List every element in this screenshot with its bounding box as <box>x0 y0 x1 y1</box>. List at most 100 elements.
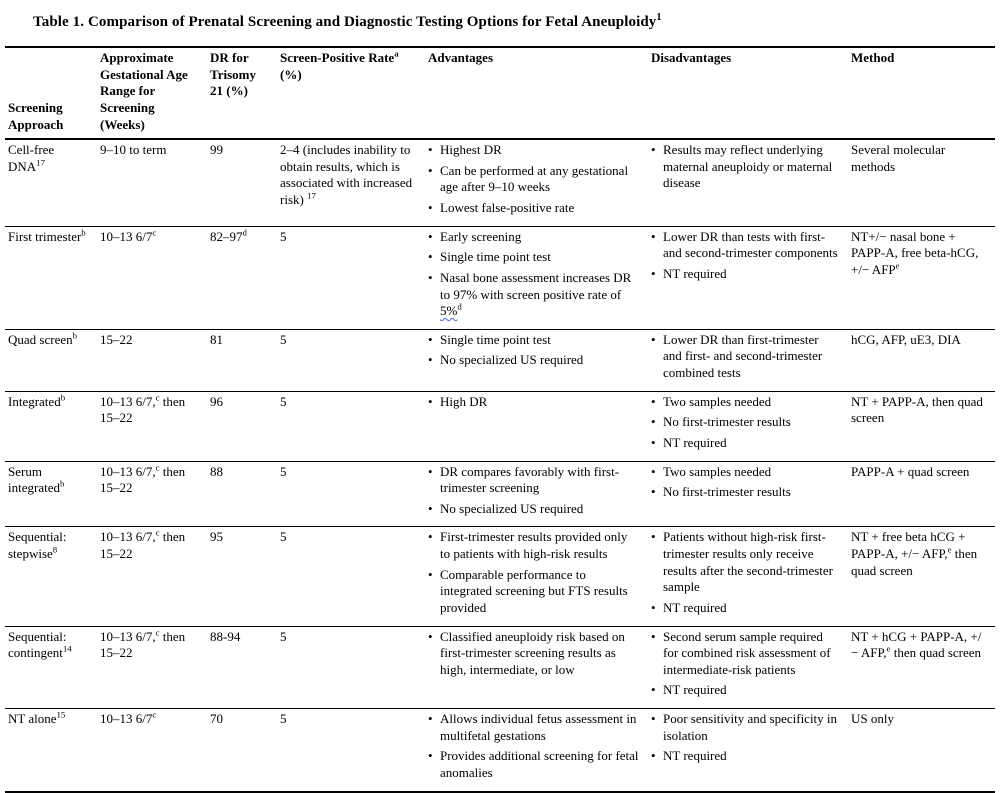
bullet-text: Single time point test <box>440 249 551 265</box>
bullet-text: Lower DR than tests with first- and seco… <box>663 228 838 261</box>
dr-cell: 70 <box>207 708 277 792</box>
bullet-item: • Second serum sample required for combin… <box>651 629 840 679</box>
disadvantages-cell: • Lower DR than first-trimester and first… <box>648 328 848 392</box>
table-header: Screening Approach Approximate Gestationa… <box>5 47 995 141</box>
bullet-icon: • <box>428 228 433 244</box>
age-range-cell: 10–13 6/7,c then 15–22 <box>97 526 207 626</box>
bullet-text: Lower DR than first-trimester and first-… <box>663 331 823 380</box>
disadvantages-cell: • Two samples needed • No first-trimester r… <box>648 390 848 461</box>
advantages-cell: • High DR <box>425 390 648 461</box>
bullet-text: Highest DR <box>440 142 502 158</box>
age-range-cell: 15–22 <box>97 328 207 392</box>
bullet-icon: • <box>428 711 433 726</box>
bullet-text: NT required <box>663 599 727 615</box>
screen-positive-rate-cell: 5 <box>277 225 425 330</box>
column-header-screen-positive-rate: Screen-Positive Ratea (%) <box>277 47 425 141</box>
bullet-icon: • <box>428 500 433 516</box>
bullet-item: • Lower DR than tests with first- and sec… <box>651 229 840 262</box>
bullet-icon: • <box>428 142 433 158</box>
bullet-list: • Results may reflect underlying maternal… <box>651 142 840 192</box>
bullet-text: Single time point test <box>440 331 551 347</box>
method-cell: hCG, AFP, uE3, DIA <box>848 328 995 392</box>
table-row: Sequential: contingent14 10–13 6/7,c then… <box>5 625 995 709</box>
bullet-icon: • <box>428 628 433 644</box>
bullet-item: • Can be performed at any gestational age… <box>428 163 640 196</box>
disadvantages-cell: • Patients without high-risk first-trimes… <box>648 526 848 626</box>
bullet-item: • Two samples needed <box>651 394 840 411</box>
age-range-cell: 10–13 6/7,c then 15–22 <box>97 625 207 709</box>
bullet-item: • Allows individual fetus assessment in m… <box>428 711 640 744</box>
bullet-icon: • <box>651 265 656 281</box>
bullet-item: • No specialized US required <box>428 352 640 369</box>
advantages-cell: • Allows individual fetus assessment in m… <box>425 708 648 792</box>
bullet-item: • Two samples needed <box>651 464 840 481</box>
bullet-text: Early screening <box>440 228 522 244</box>
method-cell: NT + PAPP-A, then quad screen <box>848 390 995 461</box>
approach-cell: Serum integratedb <box>5 460 97 527</box>
bullet-list: • Lower DR than tests with first- and sec… <box>651 229 840 283</box>
dr-cell: 81 <box>207 328 277 392</box>
bullet-list: • Lower DR than first-trimester and first… <box>651 332 840 382</box>
method-cell: Several molecular methods <box>848 138 995 227</box>
comparison-table: Screening Approach Approximate Gestationa… <box>5 46 995 793</box>
table-row: Quad screenb 15–22 81 5 • Single time point t… <box>5 328 995 392</box>
bullet-icon: • <box>651 228 656 244</box>
bullet-text: NT required <box>663 265 727 281</box>
bullet-item: • Classified aneuploidy risk based on fir… <box>428 629 640 679</box>
table-row: Serum integratedb 10–13 6/7,c then 15–22 8… <box>5 460 995 527</box>
approach-cell: Cell-free DNA17 <box>5 138 97 227</box>
bullet-item: • Results may reflect underlying maternal… <box>651 142 840 192</box>
bullet-icon: • <box>651 331 656 347</box>
bullet-text: DR compares favorably with first-trimest… <box>440 463 620 496</box>
table-title: Table 1. Comparison of Prenatal Screenin… <box>33 12 662 30</box>
bullet-text: No specialized US required <box>440 352 584 368</box>
bullet-text: Results may reflect underlying maternal … <box>663 142 833 191</box>
bullet-list: • High DR <box>428 394 640 411</box>
bullet-list: • DR compares favorably with first-trimes… <box>428 464 640 518</box>
bullet-icon: • <box>428 249 433 265</box>
advantages-cell: • Highest DR • Can be performed at any gest… <box>425 138 648 227</box>
bullet-list: • First-trimester results provided only t… <box>428 529 640 616</box>
bullet-list: • Classified aneuploidy risk based on fir… <box>428 629 640 679</box>
table-row: First trimesterb 10–13 6/7c 82–97d 5 • Early … <box>5 225 995 330</box>
bullet-item: • Nasal bone assessment increases DR to 9… <box>428 270 640 320</box>
bullet-item: • NT required <box>651 682 840 699</box>
bullet-item: • Single time point test <box>428 332 640 349</box>
bullet-icon: • <box>651 748 656 764</box>
advantages-cell: • First-trimester results provided only t… <box>425 526 648 626</box>
bullet-icon: • <box>651 599 656 615</box>
column-header-screening-approach: Screening Approach <box>5 47 97 141</box>
bullet-list: • Second serum sample required for combin… <box>651 629 840 700</box>
bullet-item: • First-trimester results provided only t… <box>428 529 640 562</box>
column-header-advantages: Advantages <box>425 47 648 141</box>
bullet-icon: • <box>428 566 433 582</box>
dr-cell: 82–97d <box>207 225 277 330</box>
bullet-icon: • <box>651 414 656 430</box>
age-range-cell: 10–13 6/7,c then 15–22 <box>97 460 207 527</box>
age-range-cell: 10–13 6/7,c then 15–22 <box>97 390 207 461</box>
screen-positive-rate-cell: 5 <box>277 460 425 527</box>
bullet-item: • Lower DR than first-trimester and first… <box>651 332 840 382</box>
bullet-list: • Two samples needed • No first-trimester r… <box>651 464 840 501</box>
bullet-text: First-trimester results provided only to… <box>440 529 628 561</box>
bullet-item: • DR compares favorably with first-trimes… <box>428 464 640 497</box>
bullet-text: NT required <box>663 434 727 450</box>
method-cell: NT+/− nasal bone + PAPP-A, free beta-hCG… <box>848 225 995 330</box>
bullet-icon: • <box>651 393 656 409</box>
screen-positive-rate-cell: 5 <box>277 625 425 709</box>
bullet-text: No first-trimester results <box>663 484 791 500</box>
bullet-item: • No specialized US required <box>428 501 640 518</box>
approach-cell: Sequential: stepwise8 <box>5 526 97 626</box>
disadvantages-cell: • Poor sensitivity and specificity in iso… <box>648 708 848 792</box>
bullet-icon: • <box>428 162 433 178</box>
disadvantages-cell: • Results may reflect underlying maternal… <box>648 138 848 227</box>
screen-positive-rate-cell: 5 <box>277 328 425 392</box>
bullet-icon: • <box>428 463 433 479</box>
bullet-icon: • <box>651 682 656 698</box>
header-row: Screening Approach Approximate Gestationa… <box>5 47 995 141</box>
bullet-list: • Two samples needed • No first-trimester r… <box>651 394 840 452</box>
column-header-method: Method <box>848 47 995 141</box>
bullet-text: High DR <box>440 393 488 409</box>
approach-cell: First trimesterb <box>5 225 97 330</box>
